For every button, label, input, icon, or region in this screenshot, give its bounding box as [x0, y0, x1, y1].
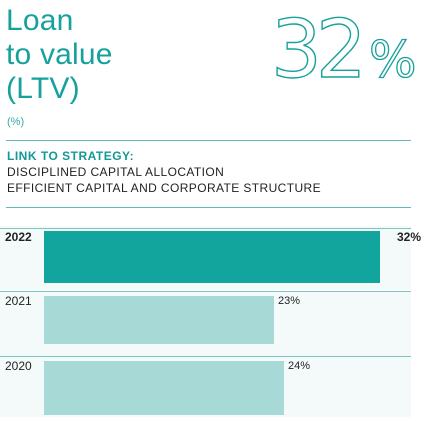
year-label: 2020 [5, 359, 32, 373]
strategy-heading: LINK TO STRATEGY: [7, 149, 135, 163]
year-label: 2022 [5, 230, 32, 244]
divider-bottom [6, 207, 411, 208]
bar-row-2022: 2022 32% [0, 224, 425, 290]
year-label: 2021 [5, 294, 32, 308]
title-line-3: (LTV) [6, 72, 80, 105]
headline-number: 32 [271, 3, 361, 94]
title-line-2: to value [6, 38, 113, 71]
row-rule [0, 228, 411, 229]
headline-value-graphic: 32 % [270, 2, 417, 96]
strategy-block: LINK TO STRATEGY: DISCIPLINED CAPITAL AL… [7, 148, 321, 196]
headline-percent: % [369, 31, 417, 89]
strategy-line-2: EFFICIENT CAPITAL AND CORPORATE STRUCTUR… [7, 181, 321, 195]
value-label: 24% [288, 360, 311, 372]
bar-row-2020: 2020 24% [0, 355, 425, 421]
unit-label: (%) [7, 116, 25, 128]
bar-2022 [44, 231, 380, 283]
row-rule [0, 291, 411, 292]
strategy-line-1: DISCIPLINED CAPITAL ALLOCATION [7, 165, 225, 179]
value-label: 23% [278, 295, 301, 307]
headline-value: 32 % [269, 0, 421, 96]
chart-title: Loan to value (LTV) [6, 4, 113, 106]
bar-2021 [44, 296, 274, 344]
bar-chart: 2022 32% 2021 23% 2020 24% [0, 224, 425, 422]
divider-top [6, 140, 411, 141]
row-rule [0, 356, 411, 357]
bar-2020 [44, 361, 284, 415]
title-line-1: Loan [6, 4, 74, 37]
value-label: 32% [397, 230, 422, 244]
bar-row-2021: 2021 23% [0, 290, 425, 356]
